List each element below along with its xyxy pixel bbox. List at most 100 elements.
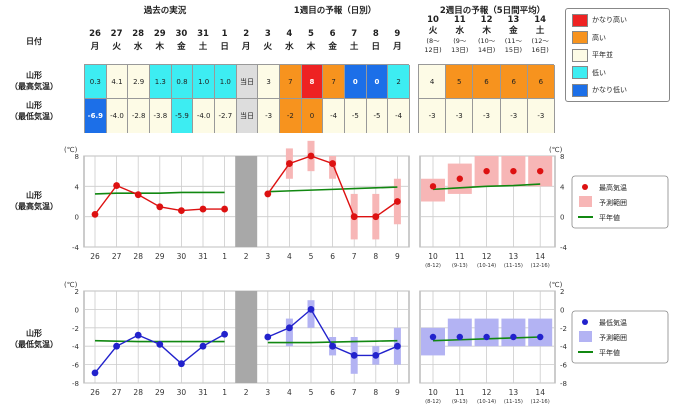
date-label: 日付 [26,37,42,46]
day-number: 2 [243,29,250,39]
day-header: 26 月 [85,28,105,54]
category-legend: かなり高い 高い 平年並 低い かなり低い [565,8,670,102]
max-value-cell: 0.3 [85,65,107,99]
min-today-bar [235,291,258,383]
week2-max-value-cell: 4 [419,65,447,99]
max-xtick: 7 [352,252,357,261]
min-xtick: 3 [265,388,270,397]
max-ytick-right: 0 [560,214,564,222]
chart-label-min: 山形 （最低気温） [2,328,66,350]
week2-max-value-cell: 6 [527,65,555,99]
min-legend-label: 予測範囲 [599,333,627,342]
day-weekday: 水 [133,42,143,52]
day-weekday: 水 [285,42,294,52]
week2-range-start: (8〜 [426,37,440,45]
min-forecast-point [264,333,272,341]
min-xtick: 28 [133,388,143,397]
min-ytick-left: -2 [72,325,79,333]
max-ytick-left: 4 [75,183,80,191]
max-value-cell: 1.0 [193,65,215,99]
week2-range-end: 15日) [504,46,523,54]
min-value-cell: -4.0 [193,99,215,133]
category-legend-item: 平年並 [572,48,613,62]
category-legend-item: かなり高い [572,13,627,27]
max-xtick: 1 [222,252,227,261]
max-xtick: 26 [90,252,100,261]
min-xtick-week2: 14 [535,388,545,397]
day-number: 31 [197,29,209,39]
max-forecast-point [264,190,272,198]
min-forecast-point [307,306,315,313]
max-xtick-week2-range: (8-12) [425,263,441,269]
min-unit-right: (℃) [549,281,563,289]
min-value-cell: -5.9 [171,99,194,133]
row-label-region: 山形 [26,101,42,110]
max-ytick-right: 4 [560,183,565,191]
min-xtick: 2 [244,388,249,397]
week2-weekday: 水 [455,26,465,36]
day-number: 6 [329,29,336,39]
min-week2-point [483,333,490,341]
max-past-point [113,182,120,189]
min-xtick: 8 [373,388,378,397]
max-legend-marker [582,184,588,190]
min-xtick: 31 [198,388,208,397]
min-week2-range [421,327,445,356]
week2-weekday: 金 [509,26,518,36]
min-value-cell: -4 [323,99,345,133]
min-week2-point [537,333,544,341]
row-label-max: 山形 （最高気温） [2,70,66,92]
week2-day-header: 13 金 (11〜 15日) [500,15,526,55]
max-week2-point [510,167,517,175]
min-unit-left: (℃) [64,281,78,289]
week2-value-table: 4 5 6 6 6 -3 -3 -3 -3 -3 [418,64,555,133]
daily-value-table: 0.3 4.1 2.9 1.3 0.8 1.0 1.0 当日 3 7 8 7 0 0 2 -6.9 -4.0 -2… [84,64,410,133]
max-xtick-week2-range: (11-15) [504,263,523,269]
min-xtick: 30 [177,388,187,397]
section-title-week1: 1週目の予報（日別） [293,6,377,16]
min-forecast-point [329,342,336,350]
max-xtick-week2: 11 [455,252,465,261]
min-forecast-point [286,324,293,332]
max-forecast-point [350,213,358,221]
min-ytick-right: -8 [560,380,567,388]
min-value-cell: -2.8 [128,99,150,133]
week2-range-start: (9〜 [453,37,467,45]
max-week2-point [429,183,437,190]
max-xtick: 31 [198,252,208,261]
chart-label-max-sub: （最高気温） [10,202,58,211]
min-value-cell: 当日 [236,99,259,133]
max-past-point [156,203,164,211]
day-weekday: 木 [155,42,165,52]
day-weekday: 月 [241,42,251,52]
max-xtick-week2: 12 [482,252,492,261]
max-value-cell: 3 [258,65,280,99]
min-xtick-week2-range: (9-13) [452,399,468,405]
min-value-cell: 0 [301,99,324,133]
week2-day-number: 12 [480,15,493,25]
max-unit-right: (℃) [549,146,563,154]
max-normal-line-forecast [267,186,398,193]
week2-weekday: 火 [428,26,438,36]
legend-label: 高い [592,33,606,42]
max-xtick: 9 [395,252,400,261]
legend-swatch [572,13,588,27]
min-xtick-week2-range: (8-12) [425,399,441,405]
day-header: 31 土 [193,28,213,54]
max-week2-point [537,167,544,175]
min-value-cell: -3 [258,99,280,133]
min-legend-label: 平年値 [599,348,620,357]
min-week2-range [447,318,472,347]
max-forecast-point [307,152,315,160]
day-weekday: 土 [349,42,359,52]
min-chart-legend [571,310,669,364]
min-value-cell: -2 [280,99,302,133]
row-label-min: 山形 （最低気温） [2,100,66,122]
min-forecast-range [285,318,293,347]
min-xtick: 27 [112,388,122,397]
max-value-cell: 8 [301,65,324,99]
